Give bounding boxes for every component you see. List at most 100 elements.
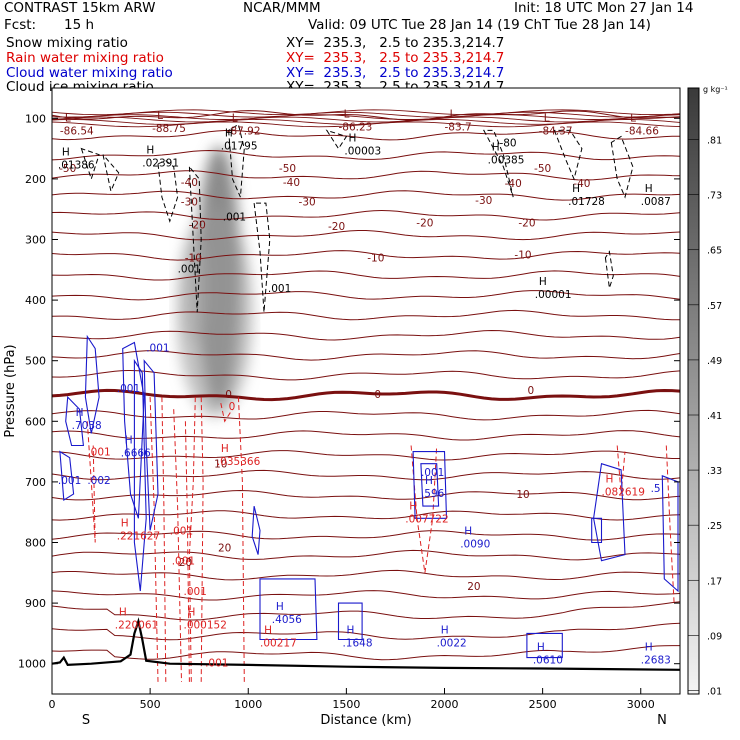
temperature-contour-label: -40 [181, 177, 198, 189]
cloud-water-contour [593, 462, 626, 562]
colorbar-label: .49 [707, 356, 722, 367]
x-end-label-south: S [82, 713, 90, 728]
extremum-value: -88.75 [152, 123, 186, 135]
plot-background [52, 88, 680, 694]
cloud-water-contour [259, 578, 318, 641]
cloud-ice-contour [228, 123, 245, 198]
cloud-water-contour [526, 632, 563, 659]
colorbar-label: .81 [707, 136, 722, 147]
extremum-value: .00217 [260, 638, 297, 650]
extremum-value: .596 [421, 488, 445, 500]
cloud-ice-contour [482, 129, 514, 198]
extremum-marker: H [492, 142, 500, 154]
fcst-value: 15 h [64, 17, 95, 33]
temperature-contour [52, 130, 680, 141]
temperature-contour [52, 469, 680, 481]
contour-value-label: .001 [268, 283, 291, 295]
colorbar-units: g kg⁻¹ [703, 85, 728, 94]
x-end-label-north: N [657, 713, 667, 728]
extremum-marker: L [544, 113, 550, 125]
cloud-ice-contour [325, 129, 348, 150]
temperature-contour-label: -30 [475, 195, 492, 207]
temperature-contour-label: -20 [328, 221, 345, 233]
temperature-contour [52, 309, 680, 321]
temperature-contour [52, 230, 680, 241]
extremum-marker: H [121, 517, 129, 529]
extremum-marker: H [225, 128, 233, 140]
extremum-marker: L [232, 113, 238, 125]
temperature-contour-label: -30 [181, 196, 198, 208]
cloud-water-contour [337, 602, 363, 641]
extremum-marker: H [264, 625, 272, 637]
extremum-marker: L [65, 113, 71, 125]
extremum-marker: L [157, 110, 163, 122]
extremum-value: .000152 [183, 619, 226, 631]
extremum-marker: H [441, 625, 449, 637]
contour-value-label: .001 [421, 467, 444, 479]
colorbar-label: .25 [707, 521, 722, 532]
cloud-water-contour [661, 474, 679, 593]
temperature-contour [52, 350, 680, 361]
model-title: CONTRAST 15km ARW [4, 0, 156, 16]
extremum-marker: H [409, 500, 417, 512]
x-tick-label: 2000 [431, 698, 459, 711]
extremum-value: .01795 [221, 141, 258, 153]
extremum-value: .4056 [272, 614, 302, 626]
extremum-value: .01386 [58, 160, 95, 172]
tropopause-contour [52, 114, 680, 120]
extremum-marker: H [62, 147, 70, 159]
rain-water-contour [665, 445, 675, 604]
snow-plume-left [181, 232, 206, 343]
x-tick-label: 3000 [627, 698, 655, 711]
cloud-water-contour [591, 517, 603, 544]
temperature-contour [52, 209, 680, 221]
extremum-value: -84.37 [539, 126, 573, 138]
extremum-value: -83.7 [445, 121, 472, 133]
extremum-marker: H [539, 276, 547, 288]
y-tick-label: 800 [25, 537, 46, 550]
extremum-value: .6666 [121, 447, 151, 459]
extremum-value: .2683 [641, 655, 671, 667]
extremum-value: -87.92 [227, 126, 261, 138]
cloud-ice-contour [188, 165, 202, 313]
extremum-marker: H [188, 606, 196, 618]
temperature-contour-label: -40 [505, 178, 522, 190]
x-tick-label: 500 [140, 698, 161, 711]
extremum-marker: H [645, 642, 653, 654]
extremum-marker: H [119, 606, 127, 618]
extremum-marker: H [276, 601, 284, 613]
org-label: NCAR/MMM [243, 0, 321, 16]
y-tick-label: 500 [25, 355, 46, 368]
colorbar-label: .41 [707, 411, 722, 422]
extremum-marker: H [146, 145, 154, 157]
temperature-contour [52, 590, 680, 601]
extremum-value: .0087 [641, 196, 671, 208]
colorbar-label: .17 [707, 576, 722, 587]
temperature-contour-label: -20 [518, 218, 535, 230]
cloud-water-contour [84, 334, 100, 434]
y-axis-label: Pressure (hPa) [3, 344, 18, 437]
contour-value-label: .001 [183, 586, 206, 598]
temperature-contour-label: -50 [59, 163, 76, 175]
temperature-contour-label: 10 [214, 459, 227, 471]
colorbar-label: .57 [707, 301, 722, 312]
field-snow-name: Snow mixing ratio [6, 35, 128, 51]
rain-water-contour [184, 421, 190, 682]
extremum-marker: H [464, 525, 472, 537]
x-tick-label: 1500 [332, 698, 360, 711]
colorbar-label: .33 [707, 466, 722, 477]
freezing-level-contour [52, 388, 680, 402]
temperature-contour [52, 190, 680, 201]
extremum-value: .0022 [437, 638, 467, 650]
cloud-ice-contour [157, 160, 179, 223]
temperature-contour [52, 530, 680, 541]
extremum-marker: H [125, 434, 133, 446]
extremum-marker: H [537, 642, 545, 654]
extremum-value: .221627 [117, 530, 160, 542]
temperature-contour-label: 0 [528, 385, 535, 397]
tropopause-contour [52, 111, 680, 118]
y-tick-label: 200 [25, 173, 46, 186]
cloud-water-contour [420, 463, 440, 507]
rain-water-contour [410, 445, 438, 573]
